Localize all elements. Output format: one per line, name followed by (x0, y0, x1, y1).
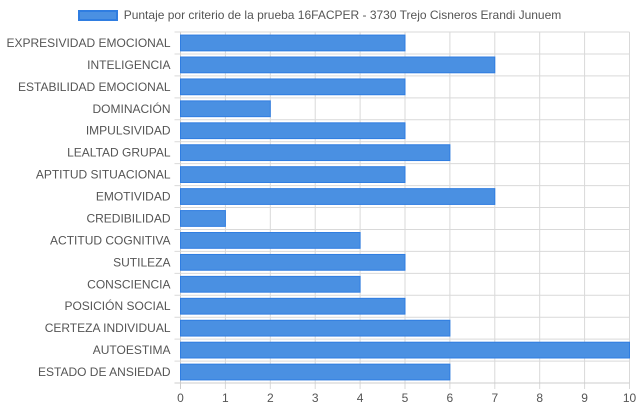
x-tick-label: 9 (581, 391, 588, 405)
bar[interactable] (180, 363, 451, 381)
x-tick-label: 4 (357, 391, 364, 405)
bar[interactable] (180, 100, 271, 118)
bar[interactable] (180, 253, 406, 271)
x-tick-label: 5 (402, 391, 409, 405)
bar[interactable] (180, 210, 226, 227)
bar[interactable] (180, 34, 406, 52)
category-label: IMPULSIVIDAD (86, 124, 171, 138)
x-tick-label: 10 (623, 391, 637, 405)
category-label: DOMINACIÓN (93, 101, 171, 116)
x-tick-label: 2 (267, 391, 274, 405)
category-label: ACTITUD COGNITIVA (50, 233, 170, 247)
category-label: EMOTIVIDAD (96, 190, 171, 204)
category-label: CERTEZA INDIVIDUAL (45, 321, 171, 335)
legend-label: Puntaje por criterio de la prueba 16FACP… (123, 8, 562, 22)
x-tick-label: 7 (491, 391, 498, 405)
category-label: EXPRESIVIDAD EMOCIONAL (6, 36, 170, 50)
category-label: POSICIÓN SOCIAL (64, 298, 170, 313)
bar[interactable] (180, 122, 406, 140)
category-label: CREDIBILIDAD (86, 211, 170, 225)
category-label: ESTABILIDAD EMOCIONAL (18, 80, 171, 94)
x-tick-label: 8 (536, 391, 543, 405)
bar[interactable] (180, 297, 406, 315)
category-label: AUTOESTIMA (93, 343, 171, 357)
x-tick-label: 0 (177, 391, 184, 405)
bar[interactable] (180, 275, 361, 293)
category-label: ESTADO DE ANSIEDAD (38, 365, 171, 379)
bar[interactable] (180, 166, 406, 183)
bar[interactable] (180, 319, 451, 337)
category-label: INTELIGENCIA (87, 58, 170, 72)
x-tick-label: 1 (222, 391, 229, 405)
x-tick-label: 6 (447, 391, 454, 405)
bar[interactable] (180, 341, 630, 359)
bar[interactable] (180, 232, 361, 249)
category-label: SUTILEZA (113, 255, 170, 269)
bar[interactable] (180, 144, 451, 162)
category-label: LEALTAD GRUPAL (67, 146, 171, 160)
legend-swatch (77, 9, 118, 21)
x-tick-label: 3 (312, 391, 319, 405)
category-label: APTITUD SITUACIONAL (36, 168, 171, 182)
category-label: CONSCIENCIA (87, 277, 170, 291)
bar[interactable] (180, 56, 496, 74)
bar[interactable] (180, 188, 496, 205)
bar[interactable] (180, 78, 406, 96)
chart-legend[interactable]: Puntaje por criterio de la prueba 16FACP… (0, 5, 639, 25)
